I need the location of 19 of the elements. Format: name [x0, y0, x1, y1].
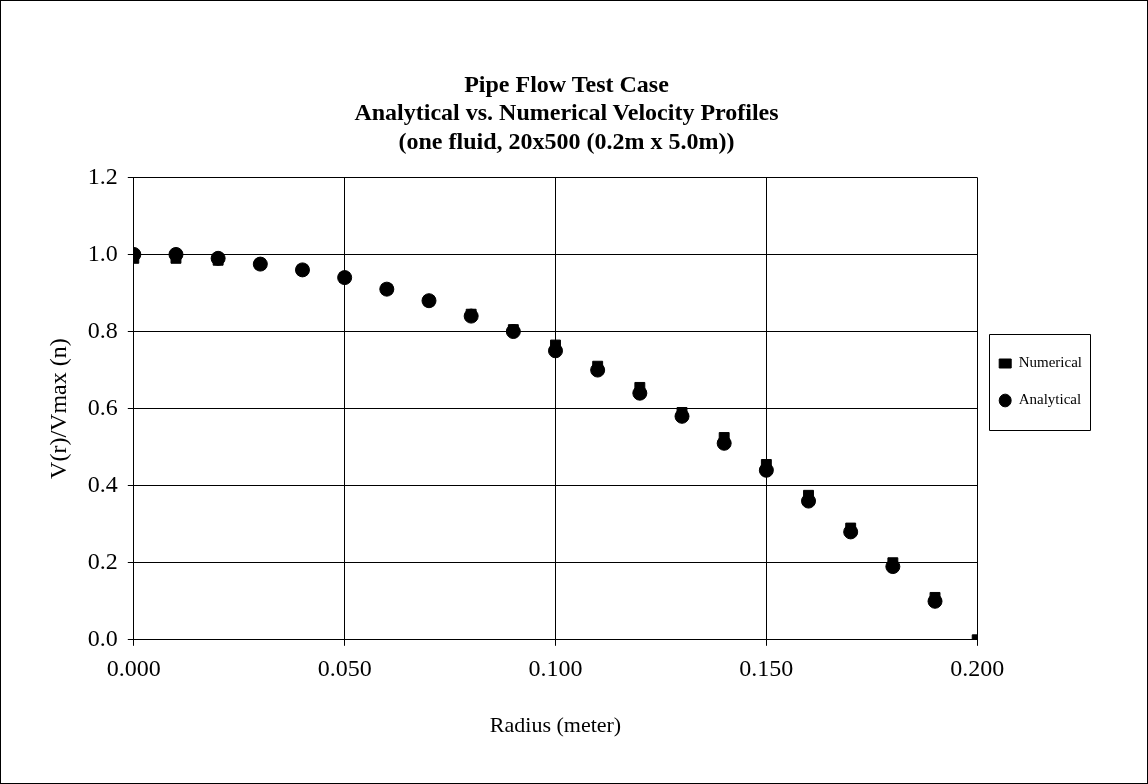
y-tick-label: 0.2 — [87, 548, 118, 575]
y-tick-label: 1.2 — [87, 162, 118, 189]
y-tick-label: 0.8 — [87, 316, 118, 343]
x-tick-label: 0.150 — [739, 655, 794, 682]
x-tick-label: 0.050 — [317, 655, 372, 682]
y-tick-label: 0.4 — [87, 470, 118, 497]
legend-label: Numerical — [1018, 354, 1083, 371]
text: Analytical vs. Numerical Velocity Profiles — [354, 99, 779, 126]
text: (one fluid, 20x500 (0.2m x 5.0m)) — [398, 128, 735, 155]
x-tick-label: 0.100 — [528, 655, 583, 682]
y-tick-label: 0.6 — [87, 393, 118, 420]
legend-label: Analytical — [1018, 391, 1082, 408]
x-tick-label: 0.000 — [106, 655, 161, 682]
x-tick-label: 0.200 — [950, 655, 1005, 682]
x-axis-title: Radius (meter) — [489, 711, 622, 737]
y-tick-label: 0.0 — [87, 625, 118, 652]
y-axis-title: V(r)/Vmax (n) — [44, 338, 71, 479]
y-tick-label: 1.0 — [87, 239, 118, 266]
text: Pipe Flow Test Case — [464, 70, 669, 97]
